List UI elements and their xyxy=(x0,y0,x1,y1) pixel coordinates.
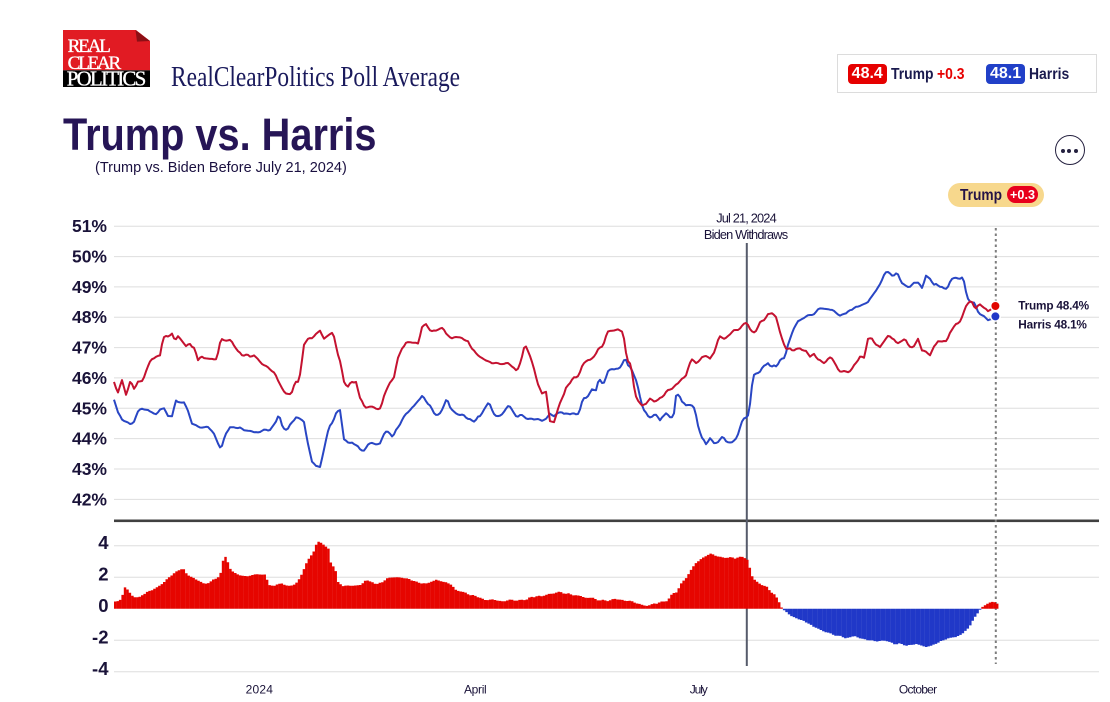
svg-text:July: July xyxy=(690,683,708,697)
svg-text:CLEAR: CLEAR xyxy=(67,53,121,74)
svg-text:2024: 2024 xyxy=(246,683,274,697)
svg-text:POLITICS: POLITICS xyxy=(66,68,146,87)
svg-text:April: April xyxy=(464,683,487,697)
svg-text:42%: 42% xyxy=(72,489,107,509)
svg-text:51%: 51% xyxy=(72,216,107,236)
svg-text:43%: 43% xyxy=(72,459,107,479)
svg-text:Trump 48.4%: Trump 48.4% xyxy=(1018,298,1089,312)
svg-text:2: 2 xyxy=(98,563,108,584)
svg-text:50%: 50% xyxy=(72,247,107,267)
svg-text:46%: 46% xyxy=(72,368,107,388)
svg-text:Biden Withdraws: Biden Withdraws xyxy=(704,227,788,242)
svg-text:-4: -4 xyxy=(92,658,109,679)
svg-text:49%: 49% xyxy=(72,277,107,297)
svg-text:October: October xyxy=(899,683,937,697)
svg-text:Jul 21, 2024: Jul 21, 2024 xyxy=(716,211,777,226)
svg-text:4: 4 xyxy=(98,532,109,553)
svg-text:47%: 47% xyxy=(72,338,107,358)
svg-text:45%: 45% xyxy=(72,398,107,418)
svg-text:Harris 48.1%: Harris 48.1% xyxy=(1018,318,1087,332)
svg-text:48%: 48% xyxy=(72,307,107,327)
svg-text:44%: 44% xyxy=(72,429,107,449)
svg-text:-2: -2 xyxy=(92,626,108,647)
svg-text:0: 0 xyxy=(98,595,108,616)
svg-text:REAL: REAL xyxy=(67,36,110,57)
